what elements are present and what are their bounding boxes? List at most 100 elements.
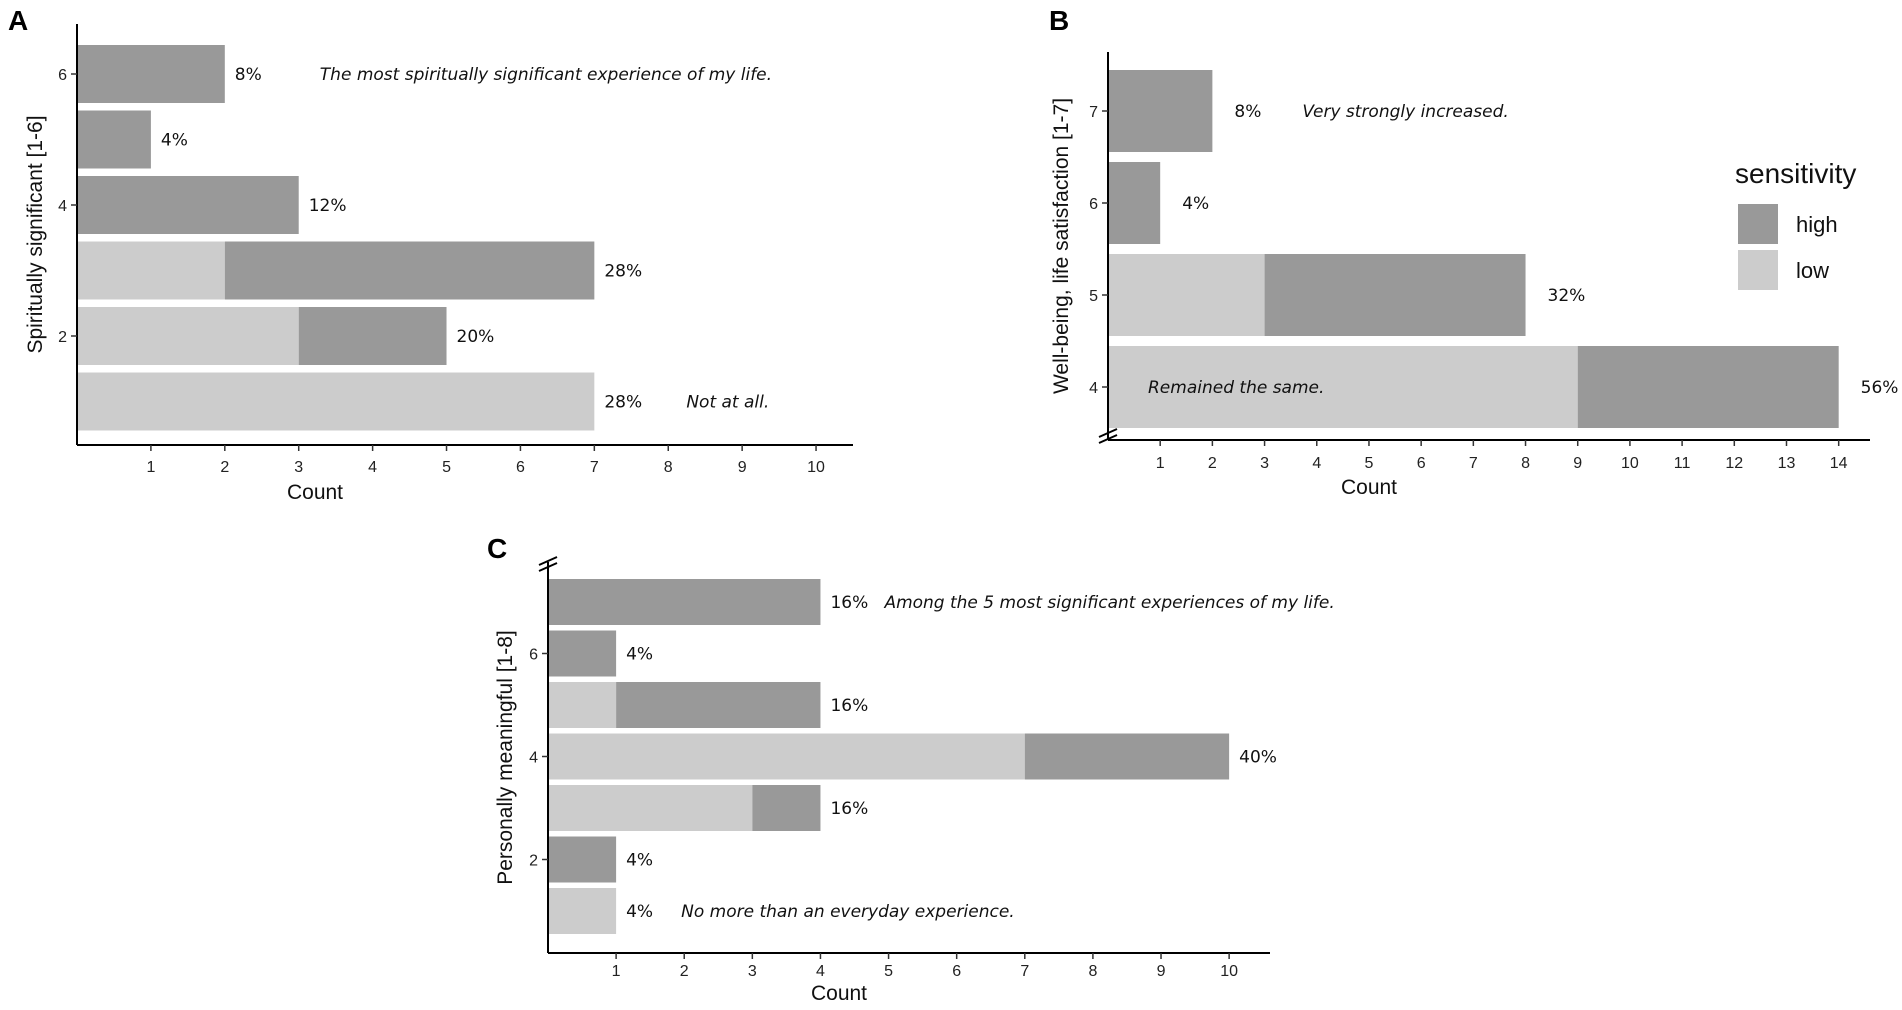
- bar-low-a-3: [77, 241, 225, 300]
- x-tick-label-c-3: 3: [748, 963, 757, 980]
- bar-high-b-6: [1108, 162, 1161, 244]
- x-tick-label-a-6: 6: [516, 459, 525, 476]
- bar-high-a-3: [224, 241, 595, 300]
- bar-high-c-5: [616, 682, 821, 728]
- x-tick-label-c-7: 7: [1020, 963, 1029, 980]
- percent-label-c-7: 16%: [830, 593, 868, 613]
- bar-high-a-4: [77, 176, 299, 234]
- legend-swatch-high: [1736, 202, 1780, 246]
- percent-label-a-6: 8%: [235, 65, 262, 85]
- legend: sensitivity high low: [1735, 158, 1856, 292]
- panel-letter-a: A: [8, 5, 28, 36]
- x-tick-label-a-4: 4: [368, 459, 377, 476]
- percent-label-a-4: 12%: [309, 196, 347, 216]
- legend-label-low: low: [1796, 258, 1829, 283]
- x-tick-label-b-5: 5: [1365, 455, 1374, 472]
- x-tick-label-a-10: 10: [807, 459, 825, 476]
- bar-high-c-7: [548, 579, 821, 625]
- x-tick-label-b-3: 3: [1260, 455, 1269, 472]
- legend-label-high: high: [1796, 212, 1838, 237]
- panel-c: C 4% 4% 16% 40% 16% 4% 16% Among the 5 most sign…: [487, 533, 1335, 1005]
- x-tick-label-a-7: 7: [590, 459, 599, 476]
- x-axis-title-a: Count: [287, 481, 343, 504]
- x-tick-label-b-11: 11: [1674, 455, 1691, 472]
- x-tick-label-b-9: 9: [1573, 455, 1582, 472]
- y-tick-label-b-6: 6: [1089, 196, 1098, 213]
- y-tick-label-c-6: 6: [529, 647, 538, 664]
- bar-low-c-4: [548, 733, 1025, 780]
- annotation-a-1: Not at all.: [686, 393, 769, 413]
- panel-b: B 56% 32% 4% 8% Very strongly increased. Remai…: [1049, 5, 1898, 499]
- y-axis-title-b: Well-being, life satisfaction [1-7]: [1050, 98, 1073, 394]
- x-tick-label-b-4: 4: [1312, 455, 1321, 472]
- x-tick-label-b-8: 8: [1521, 455, 1530, 472]
- percent-label-b-5: 32%: [1548, 286, 1586, 306]
- bar-high-c-4: [1024, 733, 1230, 780]
- bar-high-a-5: [77, 110, 151, 169]
- percent-label-c-5: 16%: [830, 696, 868, 716]
- axis-break-b: [1098, 428, 1118, 444]
- x-tick-label-b-6: 6: [1417, 455, 1426, 472]
- axis-break-c: [538, 556, 558, 572]
- y-tick-label-b-5: 5: [1089, 288, 1098, 305]
- bar-high-b-4: [1577, 346, 1839, 428]
- bar-high-a-2: [298, 307, 447, 365]
- x-tick-label-c-4: 4: [816, 963, 825, 980]
- legend-swatch-low: [1736, 248, 1780, 292]
- bar-high-b-5: [1264, 254, 1526, 336]
- percent-label-c-4: 40%: [1239, 748, 1277, 768]
- bar-low-b-4: [1108, 346, 1578, 428]
- bar-low-a-2: [77, 307, 299, 365]
- y-axis-title-c: Personally meaningful [1-8]: [494, 630, 517, 884]
- x-tick-label-c-2: 2: [680, 963, 689, 980]
- y-tick-label-b-4: 4: [1089, 380, 1098, 397]
- x-tick-label-c-5: 5: [884, 963, 893, 980]
- x-tick-label-b-1: 1: [1156, 455, 1165, 472]
- y-tick-label-b-7: 7: [1089, 104, 1098, 121]
- percent-label-a-1: 28%: [604, 393, 642, 413]
- bar-low-c-1: [548, 888, 617, 934]
- x-tick-label-c-8: 8: [1088, 963, 1097, 980]
- bar-low-c-5: [548, 682, 617, 728]
- x-tick-label-b-7: 7: [1469, 455, 1478, 472]
- annotation-a-6: The most spiritually significant experie…: [320, 65, 772, 85]
- bar-high-a-6: [77, 45, 225, 103]
- percent-label-c-6: 4%: [626, 645, 653, 665]
- x-tick-label-a-9: 9: [738, 459, 747, 476]
- percent-label-a-2: 20%: [457, 327, 495, 347]
- x-tick-label-c-10: 10: [1220, 963, 1238, 980]
- annotation-c-1: No more than an everyday experience.: [681, 902, 1015, 922]
- y-axis-title-a: Spiritually significant [1-6]: [24, 115, 47, 353]
- bar-low-c-3: [548, 785, 753, 831]
- y-tick-label-c-2: 2: [529, 853, 538, 870]
- bar-high-c-2: [548, 836, 617, 883]
- y-tick-label-c-4: 4: [529, 750, 538, 767]
- y-tick-label-a-6: 6: [58, 67, 67, 84]
- bar-high-b-7: [1108, 70, 1213, 152]
- bar-high-c-3: [752, 785, 821, 831]
- x-tick-label-c-1: 1: [612, 963, 621, 980]
- y-tick-label-a-4: 4: [58, 198, 67, 215]
- percent-label-a-5: 4%: [161, 131, 188, 151]
- y-tick-label-a-2: 2: [58, 329, 67, 346]
- percent-label-b-4: 56%: [1861, 378, 1899, 398]
- x-tick-label-a-3: 3: [294, 459, 303, 476]
- x-tick-label-b-2: 2: [1208, 455, 1217, 472]
- percent-label-a-3: 28%: [604, 262, 642, 282]
- percent-label-c-3: 16%: [830, 799, 868, 819]
- x-tick-label-b-10: 10: [1621, 455, 1639, 472]
- x-tick-label-c-6: 6: [952, 963, 961, 980]
- percent-label-c-1: 4%: [626, 902, 653, 922]
- bar-low-a-1: [77, 372, 595, 431]
- panel-letter-b: B: [1049, 5, 1069, 36]
- x-tick-label-b-12: 12: [1725, 455, 1743, 472]
- x-tick-label-b-14: 14: [1830, 455, 1848, 472]
- bar-high-c-6: [548, 630, 617, 677]
- panel-a: A 28% 20% 28% 12% 4% 8% The most spiritually si…: [8, 5, 853, 504]
- percent-label-b-6: 4%: [1182, 194, 1209, 214]
- x-tick-label-a-8: 8: [664, 459, 673, 476]
- percent-label-b-7: 8%: [1234, 102, 1261, 122]
- x-axis-title-c: Count: [811, 982, 867, 1005]
- panel-letter-c: C: [487, 533, 507, 564]
